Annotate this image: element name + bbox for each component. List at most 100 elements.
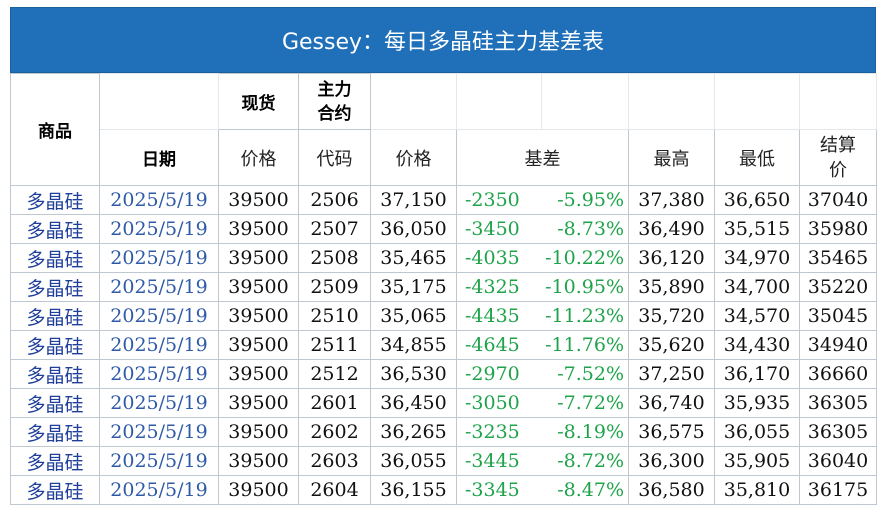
price-cell: 36,055 xyxy=(370,446,457,476)
low-cell: 36,170 xyxy=(714,359,800,389)
high-cell: 35,620 xyxy=(628,330,715,360)
contract-code-cell: 2507 xyxy=(298,214,371,244)
basis-percent-cell: -5.95% xyxy=(541,185,629,215)
low-cell: 34,570 xyxy=(714,301,800,331)
basis-cell: -3445 xyxy=(456,446,542,476)
basis-percent-cell: -8.72% xyxy=(541,446,629,476)
low-cell: 35,810 xyxy=(714,475,800,505)
basis-cell: -4645 xyxy=(456,330,542,360)
product-cell: 多晶硅 xyxy=(10,214,100,244)
header-code: 代码 xyxy=(298,129,371,186)
header-blank-basis-b xyxy=(541,73,629,130)
basis-table-container: Gessey：每日多晶硅主力基差表 商品 现货 主力 合约 xyxy=(10,7,877,505)
price-cell: 37,150 xyxy=(370,185,457,215)
header-main-contract: 主力 合约 xyxy=(298,73,371,130)
contract-code-cell: 2601 xyxy=(298,388,371,418)
basis-percent-cell: -8.47% xyxy=(541,475,629,505)
contract-code-cell: 2602 xyxy=(298,417,371,447)
spot-price-cell: 39500 xyxy=(218,388,299,418)
contract-code-cell: 2509 xyxy=(298,272,371,302)
settle-cell: 36660 xyxy=(799,359,877,389)
low-cell: 35,515 xyxy=(714,214,800,244)
contract-code-cell: 2508 xyxy=(298,243,371,273)
date-cell: 2025/5/19 xyxy=(99,214,219,244)
spot-price-cell: 39500 xyxy=(218,359,299,389)
basis-percent-cell: -7.52% xyxy=(541,359,629,389)
high-cell: 36,120 xyxy=(628,243,715,273)
basis-percent-cell: -10.95% xyxy=(541,272,629,302)
table-row: 多晶硅 2025/5/19 39500 2512 36,530 -2970 -7.52% 37… xyxy=(10,359,877,389)
basis-percent-cell: -11.23% xyxy=(541,301,629,331)
contract-code-cell: 2511 xyxy=(298,330,371,360)
table-row: 多晶硅 2025/5/19 39500 2511 34,855 -4645 -11.76% 3… xyxy=(10,330,877,360)
header-blank-settle xyxy=(799,73,877,130)
spot-price-cell: 39500 xyxy=(218,475,299,505)
header-blank-basis-a xyxy=(456,73,542,130)
date-cell: 2025/5/19 xyxy=(99,446,219,476)
table-row: 多晶硅 2025/5/19 39500 2506 37,150 -2350 -5.95% 37… xyxy=(10,185,877,215)
header-settle: 结算 价 xyxy=(799,129,877,186)
date-cell: 2025/5/19 xyxy=(99,185,219,215)
high-cell: 35,890 xyxy=(628,272,715,302)
low-cell: 34,970 xyxy=(714,243,800,273)
low-cell: 35,935 xyxy=(714,388,800,418)
table-row: 多晶硅 2025/5/19 39500 2601 36,450 -3050 -7.72% 36… xyxy=(10,388,877,418)
basis-percent-cell: -8.73% xyxy=(541,214,629,244)
basis-cell: -4035 xyxy=(456,243,542,273)
header-blank-date xyxy=(99,73,219,130)
basis-cell: -4435 xyxy=(456,301,542,331)
contract-code-cell: 2604 xyxy=(298,475,371,505)
date-cell: 2025/5/19 xyxy=(99,301,219,331)
header-price: 价格 xyxy=(370,129,457,186)
date-cell: 2025/5/19 xyxy=(99,475,219,505)
high-cell: 35,720 xyxy=(628,301,715,331)
table-title: Gessey：每日多晶硅主力基差表 xyxy=(10,7,876,73)
basis-table: 商品 现货 主力 合约 日期 价格 代码 价格 基差 最高 最低 结算 价 xyxy=(10,73,877,505)
high-cell: 36,575 xyxy=(628,417,715,447)
table-row: 多晶硅 2025/5/19 39500 2508 35,465 -4035 -10.22% 3… xyxy=(10,243,877,273)
basis-percent-cell: -8.19% xyxy=(541,417,629,447)
settle-cell: 35045 xyxy=(799,301,877,331)
basis-percent-cell: -11.76% xyxy=(541,330,629,360)
price-cell: 36,155 xyxy=(370,475,457,505)
price-cell: 34,855 xyxy=(370,330,457,360)
price-cell: 35,175 xyxy=(370,272,457,302)
spot-price-cell: 39500 xyxy=(218,243,299,273)
spot-price-cell: 39500 xyxy=(218,446,299,476)
header-low: 最低 xyxy=(714,129,800,186)
price-cell: 36,450 xyxy=(370,388,457,418)
basis-cell: -4325 xyxy=(456,272,542,302)
settle-cell: 36175 xyxy=(799,475,877,505)
spot-price-cell: 39500 xyxy=(218,185,299,215)
settle-cell: 34940 xyxy=(799,330,877,360)
table-row: 多晶硅 2025/5/19 39500 2509 35,175 -4325 -10.95% 3… xyxy=(10,272,877,302)
header-product: 商品 xyxy=(10,73,100,186)
high-cell: 37,380 xyxy=(628,185,715,215)
spot-price-cell: 39500 xyxy=(218,417,299,447)
header-spot: 现货 xyxy=(218,73,299,130)
product-cell: 多晶硅 xyxy=(10,417,100,447)
high-cell: 36,740 xyxy=(628,388,715,418)
product-cell: 多晶硅 xyxy=(10,185,100,215)
header-high: 最高 xyxy=(628,129,715,186)
product-cell: 多晶硅 xyxy=(10,272,100,302)
date-cell: 2025/5/19 xyxy=(99,359,219,389)
settle-cell: 35220 xyxy=(799,272,877,302)
product-cell: 多晶硅 xyxy=(10,388,100,418)
basis-cell: -3450 xyxy=(456,214,542,244)
date-cell: 2025/5/19 xyxy=(99,417,219,447)
contract-code-cell: 2506 xyxy=(298,185,371,215)
contract-code-cell: 2512 xyxy=(298,359,371,389)
low-cell: 34,430 xyxy=(714,330,800,360)
basis-cell: -3345 xyxy=(456,475,542,505)
spot-price-cell: 39500 xyxy=(218,272,299,302)
settle-cell: 36305 xyxy=(799,388,877,418)
settle-cell: 35465 xyxy=(799,243,877,273)
spot-price-cell: 39500 xyxy=(218,301,299,331)
high-cell: 36,490 xyxy=(628,214,715,244)
price-cell: 35,065 xyxy=(370,301,457,331)
low-cell: 36,055 xyxy=(714,417,800,447)
product-cell: 多晶硅 xyxy=(10,475,100,505)
contract-code-cell: 2603 xyxy=(298,446,371,476)
product-cell: 多晶硅 xyxy=(10,330,100,360)
